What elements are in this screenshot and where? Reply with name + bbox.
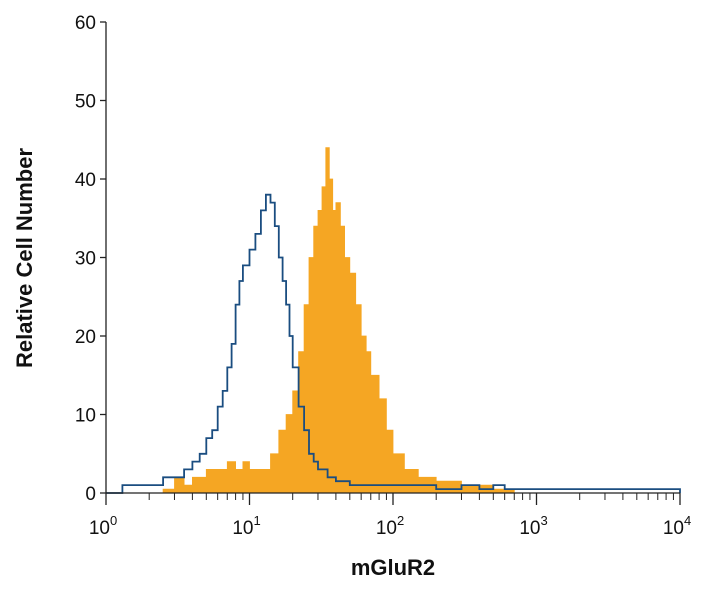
y-tick-label: 0 bbox=[85, 484, 96, 505]
y-tick-label: 40 bbox=[75, 170, 96, 191]
y-tick-label: 60 bbox=[75, 13, 96, 34]
x-tick-label: 104 bbox=[663, 513, 691, 539]
histogram-outline-series bbox=[106, 193, 681, 494]
x-tick-label: 101 bbox=[232, 513, 260, 539]
y-tick-label: 10 bbox=[75, 406, 96, 427]
plot-area bbox=[106, 147, 681, 494]
y-tick-label: 20 bbox=[75, 327, 96, 348]
ticks: 0 10 20 30 40 50 60 100 101 102 103 104 bbox=[75, 13, 691, 539]
x-tick-label: 103 bbox=[519, 513, 547, 539]
y-axis-title: Relative Cell Number bbox=[12, 148, 37, 369]
histogram-filled-series bbox=[162, 147, 515, 494]
x-tick-label: 102 bbox=[376, 513, 404, 539]
y-tick-label: 50 bbox=[75, 92, 96, 113]
y-tick-label: 30 bbox=[75, 249, 96, 270]
x-axis-title: mGluR2 bbox=[351, 555, 435, 580]
x-tick-label: 100 bbox=[89, 513, 117, 539]
axes bbox=[105, 22, 680, 494]
